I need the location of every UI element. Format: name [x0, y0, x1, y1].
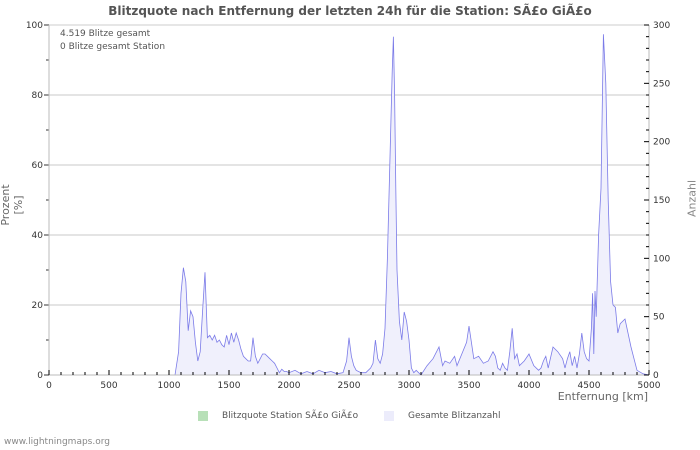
svg-text:250: 250 [653, 79, 670, 89]
legend-item-total: Gesamte Blitzanzahl [384, 411, 501, 421]
svg-text:0: 0 [653, 371, 659, 381]
total-swatch-icon [384, 411, 394, 421]
svg-text:200: 200 [653, 138, 670, 148]
svg-text:4000: 4000 [518, 381, 541, 391]
svg-text:500: 500 [100, 381, 117, 391]
svg-text:3000: 3000 [398, 381, 421, 391]
right-axis-label: Anzahl [685, 179, 699, 218]
svg-text:4500: 4500 [578, 381, 601, 391]
x-axis-label: Entfernung [km] [557, 390, 648, 403]
svg-text:3500: 3500 [458, 381, 481, 391]
footer-source: www.lightningmaps.org [4, 437, 110, 447]
svg-text:0: 0 [37, 371, 43, 381]
station-strikes-info: 0 Blitze gesamt Station [60, 42, 166, 52]
svg-text:80: 80 [32, 91, 44, 101]
svg-text:40: 40 [32, 231, 44, 241]
svg-text:1000: 1000 [158, 381, 181, 391]
svg-text:1500: 1500 [218, 381, 241, 391]
svg-text:5000: 5000 [638, 381, 661, 391]
svg-text:60: 60 [32, 161, 44, 171]
legend-label-total: Gesamte Blitzanzahl [408, 411, 501, 421]
left-axis-label: Prozent [%] [0, 184, 25, 226]
svg-text:150: 150 [653, 196, 670, 206]
total-strikes-info: 4.519 Blitze gesamt [60, 29, 151, 39]
station-swatch-icon [198, 411, 208, 421]
svg-text:0: 0 [46, 381, 52, 391]
svg-text:100: 100 [653, 254, 670, 264]
svg-text:20: 20 [32, 301, 44, 311]
svg-text:2500: 2500 [338, 381, 361, 391]
svg-text:50: 50 [653, 313, 665, 323]
svg-text:2000: 2000 [278, 381, 301, 391]
chart-title: Blitzquote nach Entfernung der letzten 2… [108, 4, 592, 18]
svg-text:300: 300 [653, 21, 670, 31]
svg-text:100: 100 [26, 21, 43, 31]
legend-label-station: Blitzquote Station SÃ£o GiÃ£o [222, 411, 359, 421]
legend-item-station: Blitzquote Station SÃ£o GiÃ£o [198, 411, 358, 421]
